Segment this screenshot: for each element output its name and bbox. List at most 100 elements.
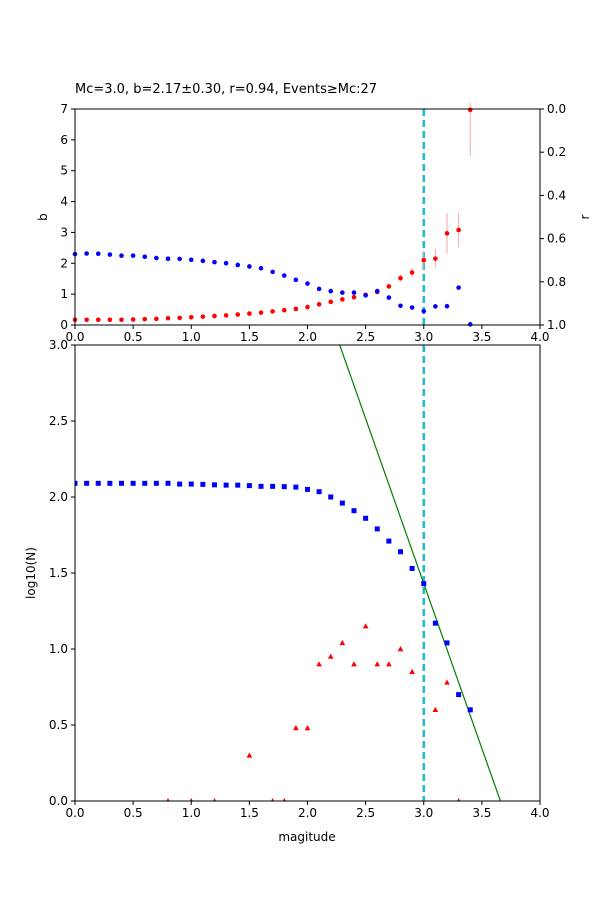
bottom-xtick-label: 1.0 xyxy=(182,806,201,820)
top-ytick-label: 3 xyxy=(60,225,68,239)
cumulative-point xyxy=(246,483,252,489)
r-point xyxy=(95,251,101,257)
cumulative-point xyxy=(235,482,241,488)
cumulative-point xyxy=(281,484,287,490)
b-value-point xyxy=(467,107,473,113)
cumulative-point xyxy=(130,480,136,486)
r-point xyxy=(188,257,194,263)
r-point xyxy=(456,285,461,290)
non-cumulative-point xyxy=(374,661,381,667)
cumulative-point xyxy=(258,483,264,489)
top-ytick-label: 7 xyxy=(60,102,68,116)
b-value-point xyxy=(421,257,427,263)
b-value-point xyxy=(212,313,217,319)
b-value-point xyxy=(84,317,89,323)
bottom-xtick-label: 0.0 xyxy=(65,806,84,820)
b-value-point xyxy=(398,275,403,281)
gr-fit-line xyxy=(339,345,501,801)
bottom-xlabel: magitude xyxy=(278,830,335,844)
r-point xyxy=(154,255,159,261)
r-point xyxy=(467,322,473,327)
top-xtick-label: 0.5 xyxy=(124,330,143,344)
non-cumulative-point xyxy=(339,639,346,646)
bottom-ytick-label: 2.0 xyxy=(49,490,68,504)
r-point xyxy=(258,265,264,271)
b-value-point xyxy=(142,316,148,322)
bottom-xtick-label: 2.5 xyxy=(356,806,375,820)
non-cumulative-point xyxy=(397,646,404,652)
bottom-ytick-label: 1.5 xyxy=(49,566,68,580)
bottom-ytick-label: 3.0 xyxy=(49,338,68,352)
top-xtick-label: 4.0 xyxy=(530,330,549,344)
top-ylabel: b xyxy=(36,213,50,221)
r-point xyxy=(281,273,287,278)
top-panel: Mc=3.0, b=2.17±0.30, r=0.94, Events≥Mc:2… xyxy=(36,82,592,344)
top-ytick-right-label: 0.2 xyxy=(547,145,566,159)
b-value-point xyxy=(223,313,229,318)
non-cumulative-point xyxy=(457,798,461,801)
cumulative-point xyxy=(432,620,438,626)
cumulative-point xyxy=(212,482,217,488)
top-axes: 0.0 0.5 1.0 1.5 2.0 2.5 3.0 3.5 4.0 0 1 2 3 4 5 6 7 0.0 0.… xyxy=(60,102,566,344)
r-point xyxy=(142,254,148,260)
r-point xyxy=(200,258,206,264)
b-value-point xyxy=(270,309,275,314)
non-cumulative-point xyxy=(246,752,253,758)
b-value-point xyxy=(386,284,392,289)
r-point xyxy=(130,253,136,258)
r-point xyxy=(328,288,334,294)
b-value-point xyxy=(433,256,438,261)
bottom-xtick-label: 0.5 xyxy=(124,806,143,820)
b-value-point xyxy=(340,297,345,302)
cumulative-point xyxy=(456,692,462,698)
non-cumulative-point xyxy=(444,679,450,685)
cumulative-point xyxy=(270,483,276,489)
top-ytick-right-label: 0.4 xyxy=(547,188,566,202)
top-ytick-label: 4 xyxy=(60,195,68,209)
r-point xyxy=(212,259,217,265)
top-ytick-label: 6 xyxy=(60,133,68,147)
top-xtick-label: 3.5 xyxy=(472,330,491,344)
b-value-point xyxy=(247,311,252,316)
cumulative-point xyxy=(363,515,369,521)
r-point xyxy=(84,251,89,256)
non-cumulative-point xyxy=(293,725,299,731)
r-point xyxy=(247,264,252,269)
cumulative-point xyxy=(305,486,310,492)
b-value-point xyxy=(316,302,322,307)
top-ytick-right-label: 0.0 xyxy=(547,102,566,116)
b-value-point xyxy=(119,317,124,323)
cumulative-point xyxy=(142,480,148,486)
non-cumulative-point xyxy=(212,798,217,801)
non-cumulative-point xyxy=(271,798,275,801)
top-ytick-label: 0 xyxy=(60,318,68,332)
top-ytick-right-label: 0.6 xyxy=(547,232,566,246)
non-cumulative-point xyxy=(409,668,415,674)
b-value-point xyxy=(130,317,136,322)
b-value-point xyxy=(235,312,241,317)
bottom-xtick-label: 3.0 xyxy=(414,806,433,820)
r-point xyxy=(177,256,182,262)
b-value-point xyxy=(177,315,182,321)
b-value-point xyxy=(456,227,461,233)
r-point xyxy=(305,281,310,286)
b-value-point xyxy=(165,315,171,321)
top-xtick-label: 3.0 xyxy=(414,330,433,344)
b-value-point xyxy=(200,314,206,319)
b-value-point xyxy=(305,304,310,310)
cumulative-point xyxy=(75,480,78,486)
cumulative-point xyxy=(316,489,322,495)
r-point xyxy=(223,260,229,266)
r-point xyxy=(409,305,415,310)
non-cumulative-point xyxy=(351,661,357,667)
bottom-marks xyxy=(75,345,501,801)
r-point xyxy=(433,304,438,309)
r-point xyxy=(386,295,392,300)
b-value-point xyxy=(328,299,334,305)
cumulative-point xyxy=(467,707,473,713)
r-point xyxy=(363,293,368,298)
r-point xyxy=(340,290,345,295)
cumulative-point xyxy=(200,481,206,487)
